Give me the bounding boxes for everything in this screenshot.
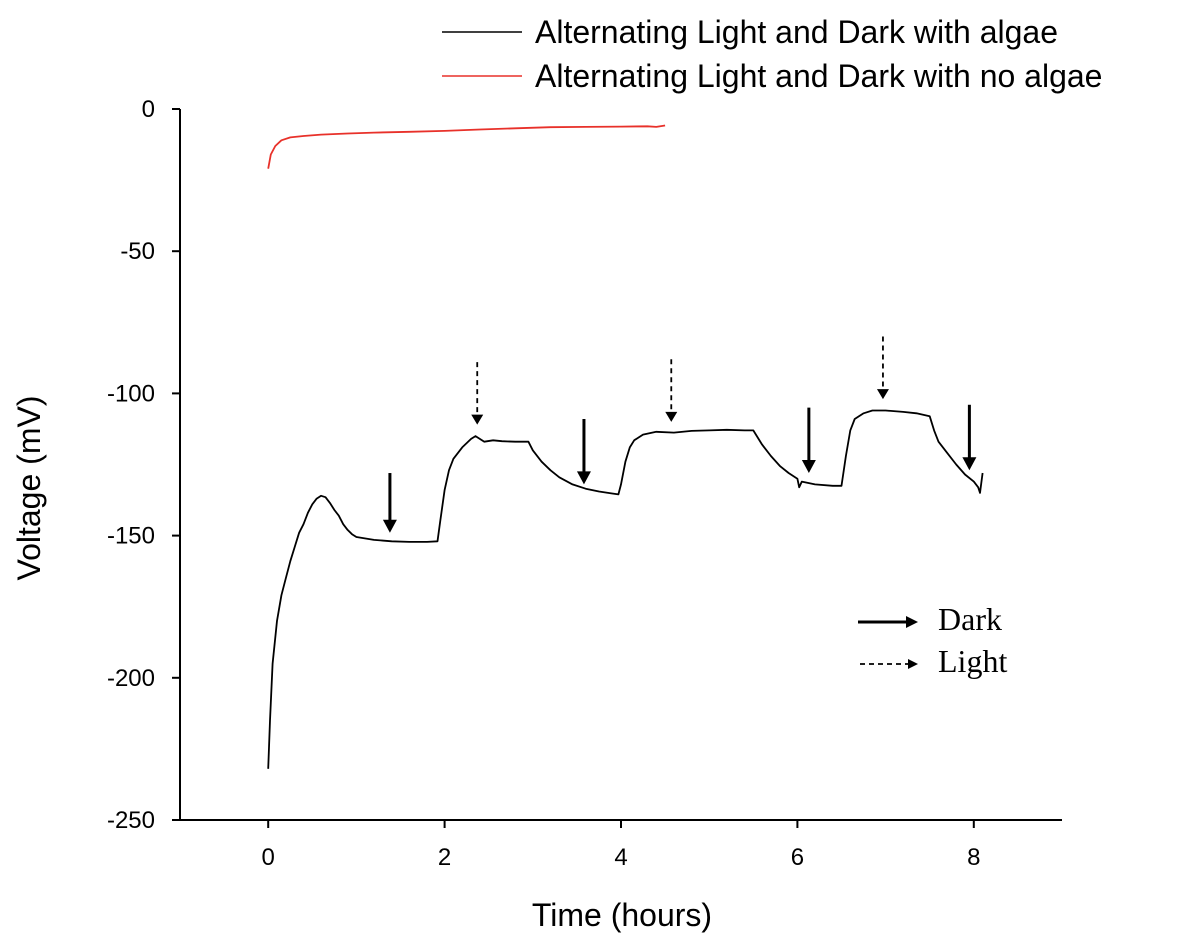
- legend: Alternating Light and Dark with algae Al…: [442, 14, 1102, 94]
- y-tick-label: -100: [107, 380, 155, 407]
- y-tick-label: -150: [107, 523, 155, 550]
- axes: [179, 109, 1062, 821]
- light-arrow-head: [665, 411, 678, 422]
- light-arrow-head: [471, 414, 484, 425]
- legend-label-no-algae: Alternating Light and Dark with no algae: [535, 58, 1102, 94]
- marker-arrows: [382, 336, 977, 533]
- x-axis-title: Time (hours): [532, 897, 712, 933]
- y-ticks: 0 -50 -100 -150 -200 -250: [107, 96, 180, 834]
- x-tick-label: 0: [262, 844, 275, 871]
- light-arrow-head: [876, 389, 889, 400]
- dark-arrow-head: [962, 457, 977, 471]
- x-tick-label: 6: [791, 844, 804, 871]
- dark-arrow-head: [382, 519, 397, 533]
- y-tick-label: 0: [142, 96, 155, 123]
- series-layer: [267, 124, 984, 769]
- y-tick-label: -50: [120, 238, 155, 265]
- y-tick-label: -250: [107, 807, 155, 834]
- light-marker-label: Light: [938, 643, 1007, 679]
- y-tick-label: -200: [107, 665, 155, 692]
- x-tick-label: 8: [967, 844, 980, 871]
- dark-arrow-head: [801, 460, 816, 474]
- dark-arrow-head: [576, 471, 591, 485]
- series-line-algae: [267, 409, 984, 769]
- y-axis-title: Voltage (mV): [11, 396, 47, 581]
- dark-marker-label: Dark: [938, 601, 1002, 637]
- series-line-no-algae: [267, 124, 666, 169]
- x-tick-label: 4: [614, 844, 627, 871]
- light-marker-legend-head: [908, 659, 918, 669]
- dark-marker-legend-head: [906, 616, 918, 628]
- x-ticks: 0 2 4 6 8: [262, 820, 980, 871]
- x-tick-label: 2: [438, 844, 451, 871]
- legend-label-algae: Alternating Light and Dark with algae: [535, 14, 1058, 50]
- marker-legend: Dark Light: [858, 601, 1007, 679]
